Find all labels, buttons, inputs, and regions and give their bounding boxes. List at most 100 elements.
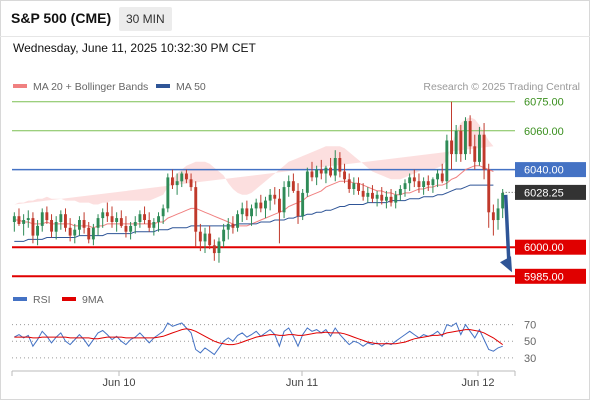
level-label-6040-00-bg [515, 162, 586, 178]
candle-body [287, 181, 291, 187]
x-tick-label: Jun 12 [461, 377, 494, 389]
candle-body [380, 194, 384, 201]
candle-body [124, 225, 128, 232]
candle-body [468, 121, 472, 147]
candle-body [478, 134, 481, 162]
candle-body [78, 220, 81, 230]
candle-body [329, 167, 332, 176]
candle-body [17, 216, 21, 224]
candle-body [440, 173, 444, 182]
candle-body [231, 223, 235, 228]
legend-swatch-ma50 [156, 84, 170, 88]
candle-body [152, 222, 156, 228]
candle-body [87, 227, 91, 240]
candle-body [305, 171, 309, 193]
candle-body [171, 177, 174, 186]
candle-body [371, 192, 374, 199]
candle-body [333, 158, 337, 176]
candle-body [375, 194, 379, 199]
level-label-6000-00: 6000.00 [524, 242, 564, 254]
candle-body [12, 216, 16, 222]
candle-body [105, 212, 109, 217]
timeframe-badge[interactable]: 30 MIN [119, 7, 172, 31]
x-tick-label: Jun 11 [286, 377, 318, 389]
candle-body [222, 229, 226, 242]
forecast-arrow-head [500, 256, 512, 273]
candle-body [324, 167, 328, 174]
symbol-title: S&P 500 (CME) [11, 10, 112, 26]
level-label-6028-25-bg [515, 184, 586, 200]
candle-body [473, 146, 477, 162]
candle-body [110, 216, 114, 222]
level-label-6000-00-bg [515, 239, 586, 255]
candle-body [450, 140, 453, 155]
candle-body [68, 227, 72, 236]
candle-body [217, 241, 221, 253]
candle-body [64, 214, 67, 228]
candle-body [22, 220, 26, 224]
candle-body [250, 208, 253, 217]
candle-body [385, 196, 388, 201]
candle-body [208, 233, 212, 246]
level-label-5985-00: 5985.00 [524, 271, 564, 283]
level-label-6040-00: 6040.00 [524, 165, 564, 177]
candle-body [31, 218, 35, 236]
candle-body [301, 192, 305, 217]
candle-body [347, 179, 351, 189]
candle-body [310, 171, 314, 178]
rsi-tick-70: 70 [524, 320, 536, 332]
candle-body [240, 208, 244, 215]
candle-body [338, 158, 342, 172]
candle-body [138, 214, 142, 222]
candle-body [175, 181, 179, 186]
candle-body [115, 218, 119, 222]
level-label-6075-00: 6075.00 [524, 97, 564, 109]
candle-body [412, 177, 416, 182]
candle-body [226, 223, 230, 230]
legend-label-rsi: RSI [33, 294, 51, 306]
candle-body [161, 208, 165, 217]
candle-body [501, 192, 505, 209]
candle-body [319, 169, 323, 174]
candle-body [282, 187, 286, 213]
candle-body [366, 192, 370, 197]
legend-label-ma20: MA 20 + Bollinger Bands [33, 81, 148, 93]
ma20-line [14, 165, 494, 229]
candle-body [278, 198, 281, 213]
bollinger-band [14, 117, 494, 205]
candle-body [50, 220, 53, 232]
candle-body [40, 212, 44, 226]
legend-swatch-ma20 [13, 84, 27, 88]
ma50-line [14, 184, 494, 242]
candle-body [245, 208, 249, 217]
candle-body [157, 216, 160, 222]
candle-body [291, 181, 295, 191]
legend-swatch-rsi [13, 297, 27, 301]
candle-body [352, 183, 356, 189]
legend-label-ma50: MA 50 [176, 81, 206, 93]
candle-body [96, 218, 100, 228]
candle-body [73, 229, 77, 236]
candle-body [147, 220, 151, 228]
candle-body [389, 196, 393, 203]
candle-body [394, 194, 398, 203]
candle-body [189, 179, 193, 188]
rsi-ma-line [14, 328, 503, 346]
candle-body [403, 183, 407, 189]
candle-body [426, 181, 430, 186]
candle-body [436, 173, 439, 180]
candle-body [129, 225, 133, 232]
candle-body [431, 179, 435, 186]
candle-body [459, 130, 463, 155]
candle-body [26, 218, 30, 220]
candle-body [59, 214, 63, 222]
rsi-tick-30: 30 [524, 353, 536, 365]
candle-body [273, 194, 277, 199]
candle-body [343, 171, 346, 180]
level-label-6028-25: 6028.25 [524, 187, 564, 199]
legend-swatch-rsi-ma [62, 297, 76, 301]
watermark-text: Research © 2025 Trading Central [423, 81, 580, 93]
candle-body [496, 208, 500, 220]
legend-label-rsi-ma: 9MA [82, 294, 104, 306]
